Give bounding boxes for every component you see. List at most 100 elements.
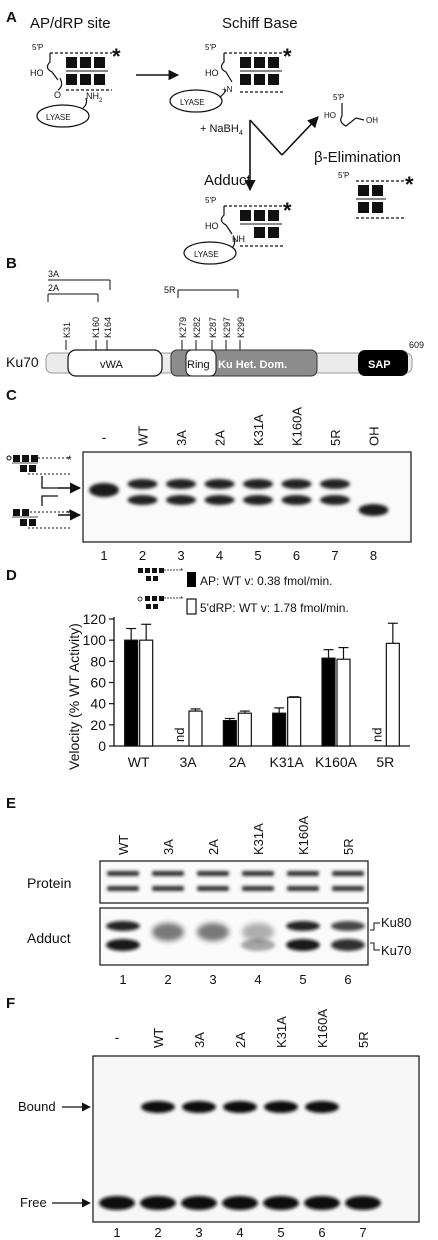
panel-b: B 3A 2A K31 K160 K164 5R K279 K282 K287 … <box>6 255 424 377</box>
x-tick-label: K160A <box>315 754 358 770</box>
lane-label-c: 5R <box>328 429 343 446</box>
group-5r-label: 5R <box>164 285 176 295</box>
gel-band <box>242 886 274 891</box>
bar-ap <box>124 639 139 747</box>
gel-band <box>152 923 184 941</box>
lane-label-f: 2A <box>233 1032 248 1048</box>
gel-band <box>332 871 364 876</box>
svg-text:OH: OH <box>366 116 378 125</box>
lane-number-f: 2 <box>154 1225 161 1240</box>
gel-band <box>242 871 274 876</box>
x-tick-label: 3A <box>179 754 197 770</box>
free-band <box>222 1196 258 1210</box>
bound-band <box>141 1101 175 1113</box>
lyase-label: LYASE <box>46 113 71 122</box>
protein-row-label: Protein <box>27 875 71 891</box>
lane-label-c: K160A <box>290 407 305 446</box>
x-tick-label: 5R <box>376 754 394 770</box>
gel-band <box>197 871 229 876</box>
gel-band <box>127 495 158 505</box>
five-prime-p-label: 5'P <box>32 43 43 52</box>
svg-text:vWA: vWA <box>100 359 123 371</box>
bound-band <box>305 1101 339 1113</box>
bound-band <box>264 1101 298 1113</box>
bar-ap <box>222 719 237 747</box>
not-detected-label: nd <box>369 728 384 742</box>
svg-text:HO: HO <box>205 68 219 78</box>
ho-label: HO <box>30 68 44 78</box>
gel-band <box>286 939 320 951</box>
asterisk-mark: * <box>112 44 121 69</box>
lane-label-f: K160A <box>315 1009 330 1048</box>
bound-band <box>182 1101 216 1113</box>
chart-legend: * AP: WT v: 0.38 fmol/min. * 5'dRP: WT v… <box>137 567 349 615</box>
domain-ring <box>185 349 217 377</box>
y-tick-label: 80 <box>90 653 106 669</box>
lane-number-f: 1 <box>113 1225 120 1240</box>
gel-c-bands <box>89 479 389 516</box>
svg-text:*: * <box>283 44 292 69</box>
gel-band <box>286 921 320 931</box>
svg-text:Ku Het. Dom.: Ku Het. Dom. <box>218 359 287 371</box>
lane-label-e: 5R <box>341 838 356 855</box>
lane-number-c: 4 <box>216 548 223 563</box>
schiff-base-structure: 5'P * HO +N LYASE <box>169 43 292 113</box>
gel-e-adduct <box>99 907 369 966</box>
gel-c-legend-schematic: * * <box>6 453 82 529</box>
group-3a-label: 3A <box>48 269 59 279</box>
panel-a: A AP/dRP site Schiff Base 5'P * HO O LYA… <box>6 9 414 265</box>
site-k279: K279 <box>178 317 188 338</box>
gel-f-bands <box>99 1101 381 1210</box>
panel-d: D * AP: WT v: 0.38 fmol/min. * 5'dRP: WT… <box>6 567 410 770</box>
panel-e: E WT 3A 2A K31A K160A 5R Protein Adduct Ku80 … <box>6 795 411 987</box>
gel-band <box>320 479 350 489</box>
ku70-label: Ku70 <box>6 354 39 370</box>
y-tick-label: 100 <box>83 632 107 648</box>
panel-e-lane-labels: WT 3A 2A K31A K160A 5R <box>116 816 356 855</box>
lane-label-f: K31A <box>274 1016 289 1048</box>
ku80-label: Ku80 <box>381 915 411 930</box>
lane-label-c: WT <box>136 426 151 446</box>
lane-label-f: WT <box>151 1028 166 1048</box>
gel-band <box>107 871 139 876</box>
lane-label-f: 5R <box>356 1031 371 1048</box>
svg-text:*: * <box>180 567 183 576</box>
adduct-structure: 5'P * HO NH LYASE <box>183 196 292 265</box>
svg-text:5'P: 5'P <box>205 196 216 205</box>
adduct-row-label: Adduct <box>27 930 71 946</box>
lane-number-e: 4 <box>254 972 261 987</box>
panel-e-letter: E <box>6 795 16 812</box>
nh-label: NH <box>232 234 245 244</box>
svg-text:*: * <box>67 507 72 521</box>
lane-number-e: 3 <box>209 972 216 987</box>
gel-band <box>107 886 139 891</box>
bound-band <box>223 1101 257 1113</box>
bar-drp <box>385 642 400 747</box>
lane-label-c: - <box>102 429 107 445</box>
svg-text:LYASE: LYASE <box>180 98 205 107</box>
bar-ap <box>321 657 336 747</box>
legend-ap-swatch <box>187 572 196 587</box>
domain-sap <box>358 350 408 376</box>
lane-number-c: 2 <box>139 548 146 563</box>
lane-number-e: 1 <box>119 972 126 987</box>
site-k160: K160 <box>91 317 101 338</box>
beta-product-sugar: 5'P HO OH <box>324 93 378 127</box>
svg-text:5'P: 5'P <box>338 171 349 180</box>
gel-band <box>197 886 229 891</box>
lane-number-e: 2 <box>164 972 171 987</box>
svg-text:5'P: 5'P <box>205 43 216 52</box>
y-axis-label: Velocity (% WT Activity) <box>66 623 82 770</box>
domain-vwa <box>67 349 163 377</box>
site-k31: K31 <box>62 322 72 338</box>
panel-c-lane-numbers: 1 2 3 4 5 6 7 8 <box>100 548 377 563</box>
adduct-title: Adduct <box>204 172 252 189</box>
panel-f-lane-numbers: 1 2 3 4 5 6 7 <box>113 1225 366 1240</box>
panel-f-lane-labels: - WT 3A 2A K31A K160A 5R <box>115 1009 371 1048</box>
lane-number-c: 7 <box>331 548 338 563</box>
gel-e-bands <box>106 871 365 951</box>
gel-band <box>358 504 389 516</box>
lane-label-e: 2A <box>206 839 221 855</box>
legend-drp-label: 5'dRP: WT v: 1.78 fmol/min. <box>200 601 349 615</box>
